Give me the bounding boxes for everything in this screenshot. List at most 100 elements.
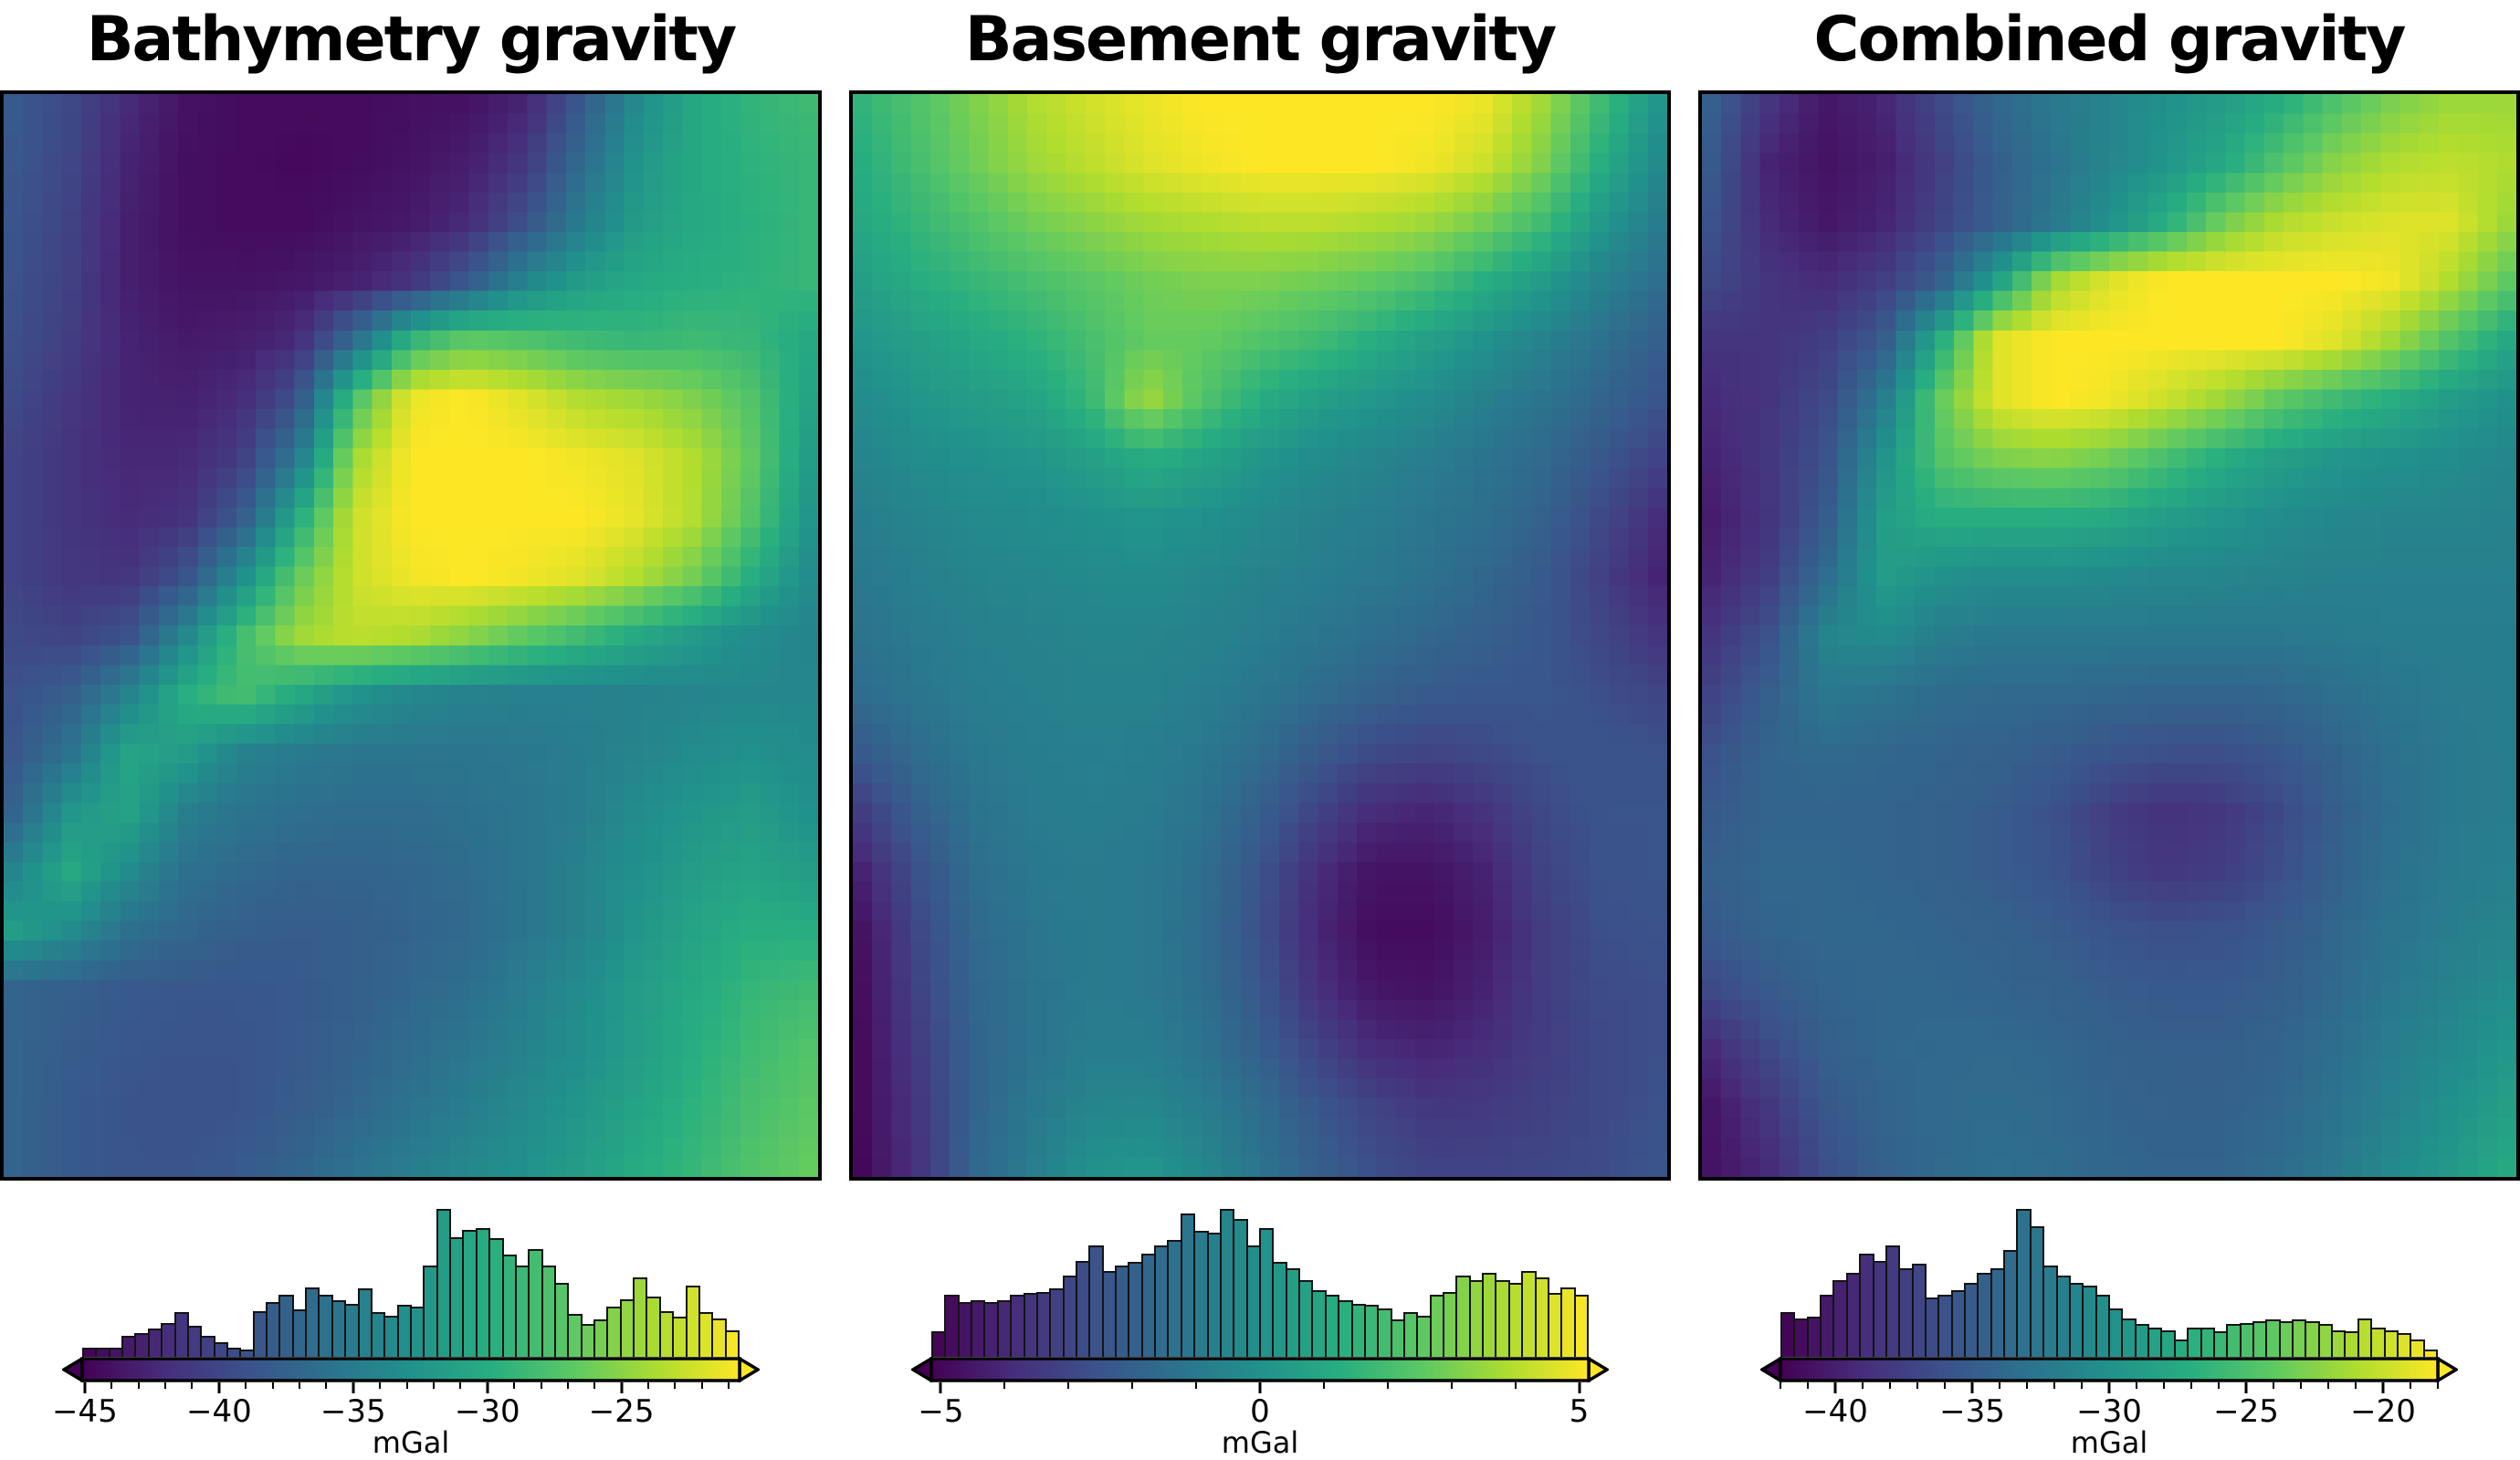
colorbar-minor-tick bbox=[2300, 1382, 2302, 1389]
colorbar-basement bbox=[911, 1357, 1609, 1382]
colorbar-minor-tick bbox=[540, 1382, 542, 1389]
histogram-bar bbox=[724, 1330, 740, 1357]
colorbar-minor-tick bbox=[2355, 1382, 2357, 1389]
colorbar-tick-label: −35 bbox=[1939, 1393, 2005, 1430]
colorbar-minor-tick bbox=[1450, 1382, 1453, 1389]
colorbar-axis-label: mGal bbox=[1221, 1425, 1299, 1460]
histogram-bar bbox=[2422, 1350, 2438, 1357]
colorbar-minor-tick bbox=[728, 1382, 730, 1389]
colorbar-minor-tick bbox=[137, 1382, 140, 1389]
colorbar-axis-label: mGal bbox=[2070, 1425, 2148, 1460]
histogram-bar bbox=[1573, 1295, 1589, 1357]
colorbar-minor-tick bbox=[1999, 1382, 2000, 1389]
colorbar-minor-tick bbox=[2273, 1382, 2274, 1389]
colorbar-minor-tick bbox=[1889, 1382, 1891, 1389]
colorbar-minor-tick bbox=[2081, 1382, 2083, 1389]
colorbar-minor-tick bbox=[1944, 1382, 1946, 1389]
histogram-combined bbox=[1780, 1181, 2438, 1357]
colorbar-minor-tick bbox=[2163, 1382, 2165, 1389]
colorbar-minor-tick bbox=[593, 1382, 596, 1389]
colorbar-minor-tick bbox=[245, 1382, 247, 1389]
colorbar-minor-tick bbox=[2026, 1382, 2028, 1389]
colorbar-tick-labels-basement: −5 0 5 bbox=[918, 1393, 1589, 1430]
colorbar-ticks-basement bbox=[931, 1382, 1589, 1395]
colorbar-tick-label: −40 bbox=[1802, 1393, 1868, 1430]
colorbar-minor-tick bbox=[1195, 1382, 1198, 1389]
colorbar-minor-tick bbox=[2190, 1382, 2192, 1389]
colorbar-major-tick bbox=[620, 1382, 624, 1393]
colorbar-major-tick bbox=[2107, 1382, 2111, 1393]
colorbar-minor-tick bbox=[1386, 1382, 1389, 1389]
colorbar-minor-tick bbox=[2136, 1382, 2137, 1389]
heatmap-canvas-bathymetry bbox=[4, 94, 818, 1177]
colorbar-ticks-bathymetry bbox=[82, 1382, 740, 1395]
colorbar-minor-tick bbox=[164, 1382, 167, 1389]
colorbar-minor-tick bbox=[432, 1382, 435, 1389]
colorbar-major-tick bbox=[2381, 1382, 2385, 1393]
colorbar-combined bbox=[1760, 1357, 2458, 1382]
panel-title: Basement gravity bbox=[964, 4, 1557, 76]
colorbar-major-tick bbox=[217, 1382, 221, 1393]
colorbar-minor-tick bbox=[2327, 1382, 2329, 1389]
colorbar-minor-tick bbox=[459, 1382, 462, 1389]
colorbar-minor-tick bbox=[379, 1382, 382, 1389]
colorbar-minor-tick bbox=[513, 1382, 516, 1389]
colorbar-major-tick bbox=[1833, 1382, 1837, 1393]
colorbar-minor-tick bbox=[700, 1382, 703, 1389]
panel-combined-gravity: Combined gravity −40 −35 −30 −25 −20 mGal bbox=[1698, 0, 2520, 1458]
colorbar-tick-label: 0 bbox=[1250, 1393, 1270, 1430]
colorbar-tick-label: −25 bbox=[2213, 1393, 2279, 1430]
colorbar-tick-label: −35 bbox=[320, 1393, 386, 1430]
colorbar-gradient bbox=[911, 1357, 1609, 1382]
colorbar-major-tick bbox=[1258, 1382, 1262, 1393]
heatmap-combined bbox=[1698, 90, 2520, 1181]
colorbar-tick-label: −30 bbox=[2076, 1393, 2142, 1430]
colorbar-gradient bbox=[62, 1357, 760, 1382]
colorbar-minor-tick bbox=[1862, 1382, 1864, 1389]
colorbar-minor-tick bbox=[1003, 1382, 1006, 1389]
colorbar-minor-tick bbox=[2410, 1382, 2411, 1389]
colorbar-minor-tick bbox=[325, 1382, 328, 1389]
colorbar-minor-tick bbox=[1067, 1382, 1070, 1389]
colorbar-tick-label: −5 bbox=[918, 1393, 964, 1430]
colorbar-major-tick bbox=[1578, 1382, 1580, 1393]
colorbar-minor-tick bbox=[674, 1382, 677, 1389]
colorbar-minor-tick bbox=[110, 1382, 113, 1389]
colorbar-minor-tick bbox=[1514, 1382, 1517, 1389]
colorbar-minor-tick bbox=[1780, 1382, 1781, 1389]
colorbar-tick-label: −40 bbox=[185, 1393, 252, 1430]
colorbar-major-tick bbox=[2244, 1382, 2248, 1393]
colorbar-major-tick bbox=[486, 1382, 489, 1393]
colorbar-major-tick bbox=[352, 1382, 355, 1393]
panel-title: Combined gravity bbox=[1813, 4, 2407, 76]
colorbar-bathymetry bbox=[62, 1357, 760, 1382]
heatmap-bathymetry bbox=[0, 90, 822, 1181]
panel-bathymetry-gravity: Bathymetry gravity −45 −40 −35 −30 −25 mGal bbox=[0, 0, 822, 1458]
colorbar-tick-label: −30 bbox=[454, 1393, 520, 1430]
colorbar-minor-tick bbox=[647, 1382, 650, 1389]
colorbar-tick-labels-combined: −40 −35 −30 −25 −20 bbox=[1780, 1395, 2438, 1428]
colorbar-minor-tick bbox=[299, 1382, 301, 1389]
colorbar-minor-tick bbox=[271, 1382, 274, 1389]
heatmap-basement bbox=[849, 90, 1671, 1181]
colorbar-tick-label: −25 bbox=[588, 1393, 655, 1430]
histogram-bathymetry bbox=[82, 1181, 740, 1357]
heatmap-canvas-combined bbox=[1702, 94, 2516, 1177]
colorbar-minor-tick bbox=[2053, 1382, 2055, 1389]
colorbar-minor-tick bbox=[1807, 1382, 1809, 1389]
heatmap-canvas-basement bbox=[853, 94, 1667, 1177]
colorbar-major-tick bbox=[939, 1382, 942, 1393]
colorbar-minor-tick bbox=[1131, 1382, 1134, 1389]
histogram-bar bbox=[2410, 1339, 2425, 1357]
colorbar-minor-tick bbox=[1916, 1382, 1918, 1389]
colorbar-minor-tick bbox=[191, 1382, 194, 1389]
colorbar-minor-tick bbox=[405, 1382, 408, 1389]
colorbar-tick-labels-bathymetry: −45 −40 −35 −30 −25 bbox=[52, 1393, 740, 1430]
colorbar-tick-label: −20 bbox=[2350, 1393, 2416, 1430]
colorbar-major-tick bbox=[83, 1382, 87, 1393]
colorbar-minor-tick bbox=[566, 1382, 569, 1389]
colorbar-gradient bbox=[1760, 1357, 2458, 1382]
colorbar-minor-tick bbox=[2218, 1382, 2220, 1389]
colorbar-major-tick bbox=[1970, 1382, 1974, 1393]
